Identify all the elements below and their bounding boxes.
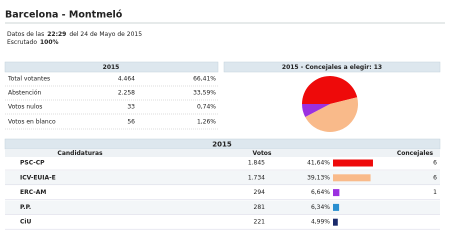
party-name: CiU (20, 219, 31, 226)
row-percent: 1,26% (197, 119, 216, 126)
party-name: ERC-AM (20, 189, 46, 196)
row-count: 33 (127, 104, 135, 111)
date: del 24 de Mayo de 2015 (69, 31, 142, 38)
seats: 6 (433, 160, 437, 167)
results-title: 2015 (212, 141, 232, 149)
vote-bar (333, 189, 340, 197)
votes: 1.845 (248, 160, 265, 167)
row-count: 56 (127, 119, 135, 126)
party-name: PSC-CP (20, 160, 45, 167)
row-label: Votos en blanco (8, 119, 56, 126)
row-label: Abstención (8, 90, 42, 97)
percent: 41,64% (307, 160, 330, 167)
row-percent: 33,59% (193, 90, 216, 97)
seats: 1 (433, 189, 437, 196)
column-header (5, 149, 440, 157)
votes: 281 (254, 204, 266, 211)
summary-header (4, 61, 219, 73)
row-label: Total votantes (7, 76, 50, 83)
vote-bar (333, 218, 338, 226)
votes: 1.734 (248, 174, 265, 181)
pie-slice (302, 76, 358, 104)
votes: 221 (254, 219, 266, 226)
time: 22:29 (47, 31, 66, 38)
label: Datos de las (7, 31, 44, 38)
seats-header (223, 61, 441, 73)
percent: 6,34% (311, 204, 330, 211)
label: Escrutado (7, 39, 37, 46)
pie-slice (302, 104, 330, 118)
vote-bar (333, 174, 371, 182)
percent: 39,13% (307, 174, 330, 181)
page-title: Barcelona - Montmeló (5, 10, 123, 21)
percent: 6,64% (311, 189, 330, 196)
percent: 4,99% (311, 219, 330, 226)
row-band (5, 170, 440, 185)
value: 100% (40, 39, 59, 46)
row-label: Votos nulos (8, 104, 42, 111)
column-label: Votos (253, 150, 272, 157)
vote-bar (333, 203, 340, 211)
row-band (5, 200, 440, 215)
seats-title: 2015 - Concejales a elegir: 13 (282, 64, 382, 71)
row-count: 2.258 (118, 90, 135, 97)
timestamp: Datos de las 22:29 del 24 de Mayo de 2015 (7, 31, 142, 38)
column-label: Candidaturas (57, 150, 103, 157)
party-name: P.P. (20, 204, 31, 211)
vote-bar (333, 159, 373, 167)
party-name: ICV-EUIA-E (20, 174, 56, 181)
seats: 6 (433, 174, 437, 181)
row-percent: 66,41% (193, 76, 216, 83)
summary-title: 2015 (103, 64, 120, 71)
column-label: Concejales (397, 150, 434, 157)
row-percent: 0,74% (197, 104, 216, 111)
votes: 294 (254, 189, 266, 196)
row-count: 4.464 (118, 76, 135, 83)
pie-slice (305, 97, 358, 132)
scrutiny: Escrutado 100% (7, 39, 59, 46)
